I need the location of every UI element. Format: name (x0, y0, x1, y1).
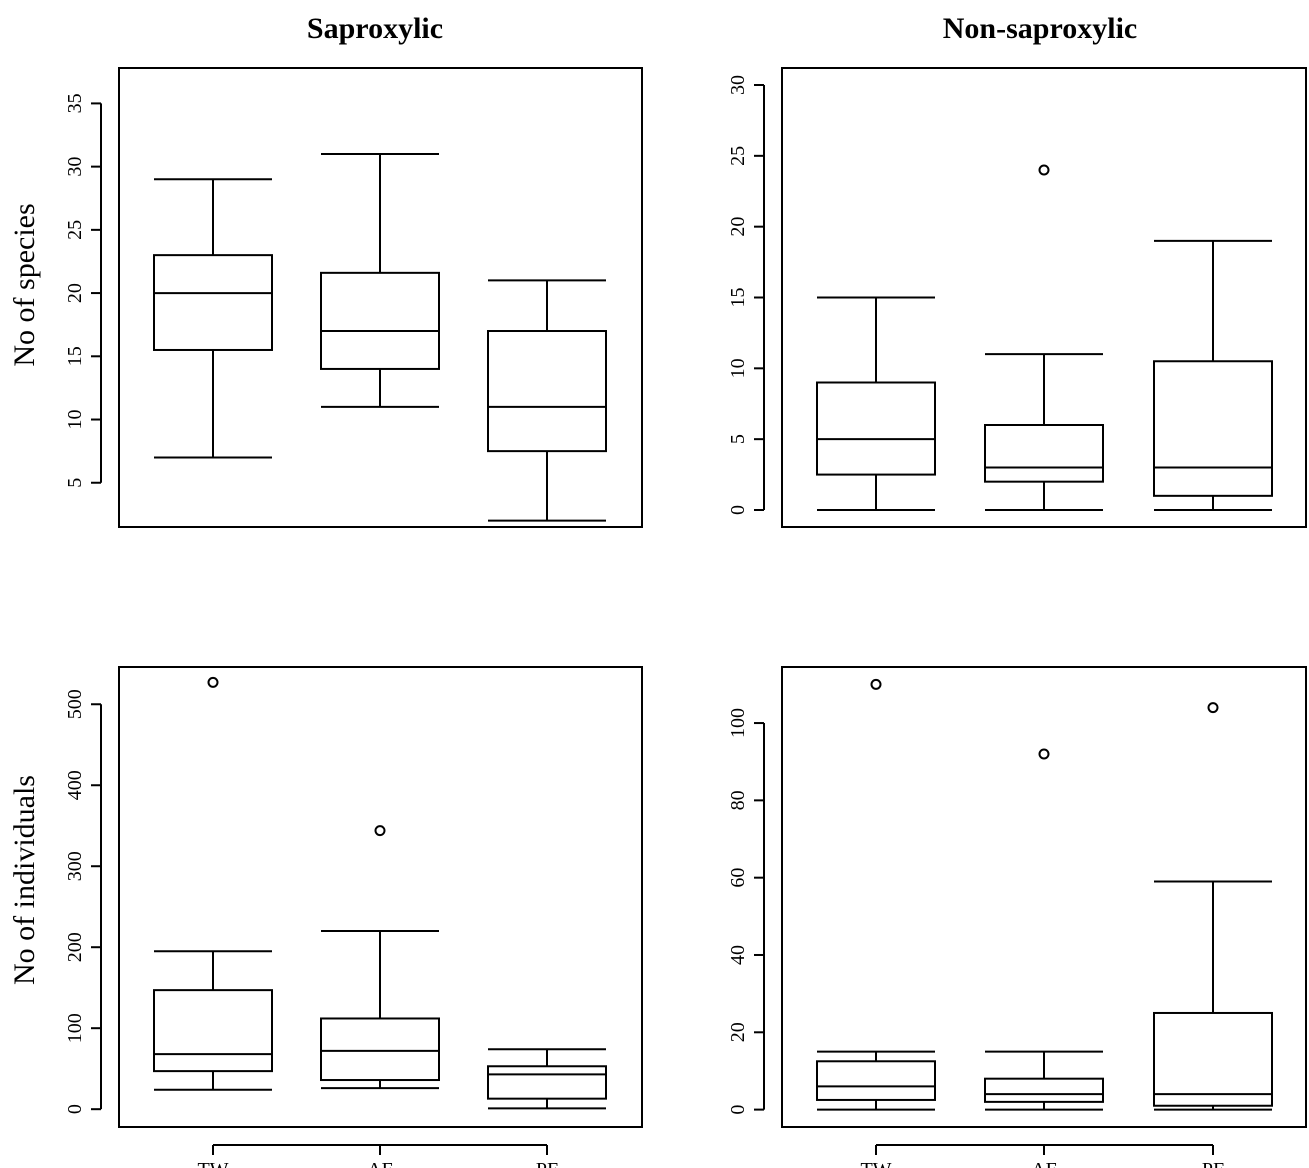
box-pf (1153, 702, 1273, 1111)
iqr-box (984, 424, 1104, 483)
y-tick-label: 100 (727, 708, 749, 738)
plot-frame (781, 67, 1307, 528)
y-tick-label: 40 (727, 945, 749, 965)
plot-frame (118, 666, 643, 1128)
box-pf (1153, 239, 1273, 511)
y-tick-label: 25 (727, 146, 749, 166)
iqr-box (153, 989, 273, 1073)
box-tw (816, 678, 936, 1111)
panel-2: 0 5 10 15 20 25 30 (727, 67, 1307, 528)
outlier-point (870, 678, 882, 690)
column-title-saproxylic: Saproxylic (307, 12, 443, 45)
y-tick-label: 80 (727, 790, 749, 810)
iqr-box (984, 1077, 1104, 1103)
iqr-box (1153, 360, 1273, 497)
x-tick-label: TW (197, 1159, 228, 1168)
x-tick-label: AF (1031, 1159, 1057, 1168)
iqr-box (153, 254, 273, 351)
panel-3: 0 100 200 300 400 500 TW AF PF (64, 666, 643, 1168)
iqr-box (487, 330, 607, 453)
iqr-box (487, 1065, 607, 1100)
y-tick-label: 15 (727, 288, 749, 308)
y-tick-label: 30 (727, 75, 749, 95)
iqr-box (1153, 1011, 1273, 1107)
y-tick-label: 400 (64, 770, 86, 800)
box-tw (816, 296, 936, 511)
panel-1: 5 10 15 20 25 30 35 (64, 67, 643, 528)
outlier-point (1038, 748, 1050, 760)
y-tick-label: 5 (727, 434, 749, 444)
row-label-individuals: No of individuals (8, 775, 41, 985)
iqr-box (320, 1017, 440, 1082)
x-tick-label: TW (860, 1159, 891, 1168)
y-tick-label: 5 (64, 478, 86, 488)
y-tick-label: 10 (727, 358, 749, 378)
y-tick-label: 20 (727, 1022, 749, 1042)
x-tick-label: AF (367, 1159, 393, 1168)
y-tick-label: 20 (64, 283, 86, 303)
plot-frame (781, 666, 1307, 1128)
plot-frame (118, 67, 643, 528)
y-tick-label: 60 (727, 868, 749, 888)
box-af (320, 825, 440, 1090)
y-tick-label: 200 (64, 932, 86, 962)
y-tick-label: 0 (64, 1104, 86, 1114)
box-pf (487, 1048, 607, 1110)
box-af (984, 748, 1104, 1111)
box-pf (487, 279, 607, 522)
row-label-species: No of species (8, 203, 41, 366)
outlier-point (1038, 164, 1050, 176)
iqr-box (816, 1060, 936, 1101)
column-title-non-saproxylic: Non-saproxylic (943, 12, 1137, 45)
iqr-box (320, 271, 440, 370)
x-tick-label: PF (536, 1159, 558, 1168)
panel-4: 0 20 40 60 80 100 TW AF PF (727, 666, 1307, 1168)
y-tick-label: 500 (64, 689, 86, 719)
y-tick-label: 100 (64, 1013, 86, 1043)
x-tick-label: PF (1202, 1159, 1224, 1168)
y-tick-label: 300 (64, 851, 86, 881)
outlier-point (207, 676, 219, 688)
y-tick-label: 10 (64, 410, 86, 430)
panels: 5101520253035051015202530010020030040050… (64, 67, 1307, 1168)
y-tick-label: 0 (727, 505, 749, 515)
box-af (320, 152, 440, 408)
outlier-point (374, 825, 386, 837)
iqr-box (816, 381, 936, 476)
y-tick-label: 25 (64, 220, 86, 240)
box-tw (153, 676, 273, 1091)
y-tick-label: 15 (64, 346, 86, 366)
box-tw (153, 178, 273, 459)
y-tick-label: 20 (727, 217, 749, 237)
y-tick-label: 0 (727, 1105, 749, 1115)
outlier-point (1207, 702, 1219, 714)
box-af (984, 164, 1104, 511)
y-tick-label: 30 (64, 157, 86, 177)
y-tick-label: 35 (64, 93, 86, 113)
